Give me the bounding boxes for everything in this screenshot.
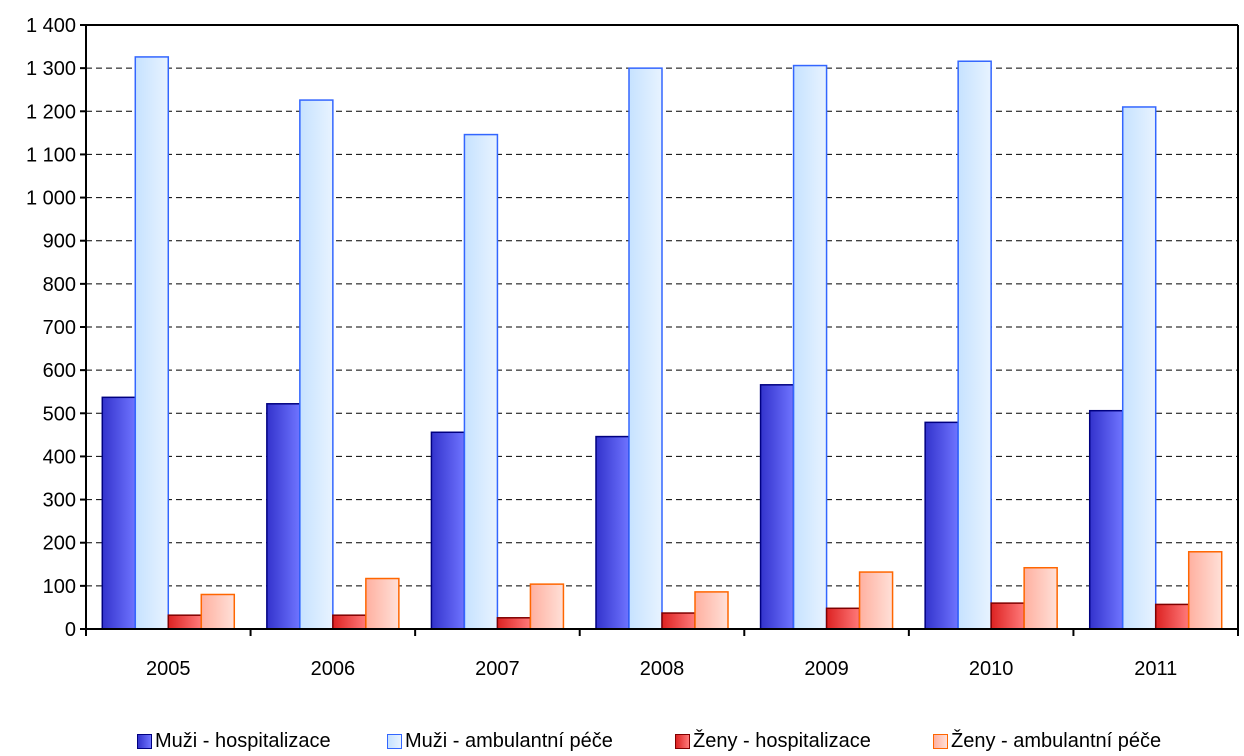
bar-mu-i-hospitalizace-2006 [266, 403, 301, 630]
bar-mu-i-ambulantn-p-e-2010 [957, 60, 992, 630]
legend-swatch [675, 733, 690, 749]
x-tick-label: 2011 [1134, 658, 1177, 680]
bar--eny-ambulantn-p-e-2010 [1023, 566, 1058, 630]
y-tick-label: 1 400 [26, 15, 76, 37]
bar--eny-hospitalizace-2011 [1154, 603, 1190, 630]
legend-label: Muži - ambulantní péče [405, 730, 613, 752]
y-tick-label: 700 [43, 317, 76, 339]
y-tick-label: 1 300 [26, 58, 76, 80]
bar-mu-i-hospitalizace-2011 [1088, 409, 1124, 630]
legend-item: Muži - ambulantní péče [387, 731, 613, 751]
bar--eny-ambulantn-p-e-2011 [1187, 551, 1223, 630]
bar-mu-i-hospitalizace-2009 [759, 384, 795, 630]
bar--eny-hospitalizace-2005 [167, 614, 203, 630]
x-tick-label: 2010 [969, 658, 1014, 680]
bar--eny-ambulantn-p-e-2005 [200, 593, 236, 630]
legend-item: Ženy - hospitalizace [675, 731, 871, 751]
bar--eny-ambulantn-p-e-2007 [529, 583, 565, 630]
bars [101, 56, 1223, 630]
bar-mu-i-ambulantn-p-e-2011 [1121, 106, 1157, 630]
tick-labels: 0 100 200 300 400 500 600 700 800 900 1 000 1 100 1 … [26, 15, 1177, 680]
x-tick-label: 2007 [475, 658, 520, 680]
bar-mu-i-ambulantn-p-e-2009 [792, 64, 828, 630]
bar--eny-hospitalizace-2009 [825, 607, 861, 630]
bar-mu-i-hospitalizace-2010 [924, 421, 959, 630]
bar-mu-i-ambulantn-p-e-2007 [463, 133, 499, 630]
bar-mu-i-hospitalizace-2008 [595, 435, 630, 630]
y-tick-label: 600 [43, 360, 76, 382]
bar--eny-hospitalizace-2008 [661, 612, 696, 630]
bar-mu-i-ambulantn-p-e-2005 [134, 56, 170, 630]
bar--eny-ambulantn-p-e-2008 [694, 591, 729, 630]
bar-mu-i-hospitalizace-2007 [430, 431, 466, 630]
x-tick-label: 2008 [640, 658, 685, 680]
bar-mu-i-ambulantn-p-e-2006 [299, 99, 334, 630]
legend: Muži - hospitalizace Muži - ambulantní pé… [0, 727, 1244, 755]
y-tick-label: 400 [43, 446, 76, 468]
bar--eny-hospitalizace-2007 [496, 617, 532, 630]
y-tick-label: 300 [43, 490, 76, 512]
y-tick-label: 1 000 [26, 188, 76, 210]
x-tick-label: 2005 [146, 658, 191, 680]
bar-chart: 0 100 200 300 400 500 600 700 800 900 1 000 1 100 1 … [26, 15, 1239, 680]
y-tick-label: 1 100 [26, 144, 76, 166]
y-tick-label: 100 [43, 576, 76, 598]
y-tick-label: 900 [43, 231, 76, 253]
x-tick-label: 2009 [804, 658, 849, 680]
bar--eny-hospitalizace-2006 [332, 614, 367, 630]
legend-item: Ženy - ambulantní péče [933, 731, 1161, 751]
legend-label: Ženy - hospitalizace [693, 730, 871, 752]
bar--eny-hospitalizace-2010 [990, 602, 1025, 630]
bar-mu-i-ambulantn-p-e-2008 [628, 67, 663, 630]
legend-item: Muži - hospitalizace [137, 731, 331, 751]
legend-swatch [137, 733, 152, 749]
legend-label: Muži - hospitalizace [155, 730, 331, 752]
y-tick-label: 800 [43, 274, 76, 296]
legend-label: Ženy - ambulantní péče [951, 730, 1162, 752]
legend-swatch [933, 733, 948, 749]
y-tick-label: 500 [43, 403, 76, 425]
x-tick-label: 2006 [311, 658, 356, 680]
bar-mu-i-hospitalizace-2005 [101, 396, 137, 630]
legend-swatch [387, 733, 402, 749]
y-tick-label: 200 [43, 533, 76, 555]
axes [80, 24, 1239, 636]
bar--eny-ambulantn-p-e-2006 [365, 577, 400, 630]
y-tick-label: 0 [65, 619, 76, 641]
y-tick-label: 1 200 [26, 101, 76, 123]
bar--eny-ambulantn-p-e-2009 [858, 571, 894, 630]
